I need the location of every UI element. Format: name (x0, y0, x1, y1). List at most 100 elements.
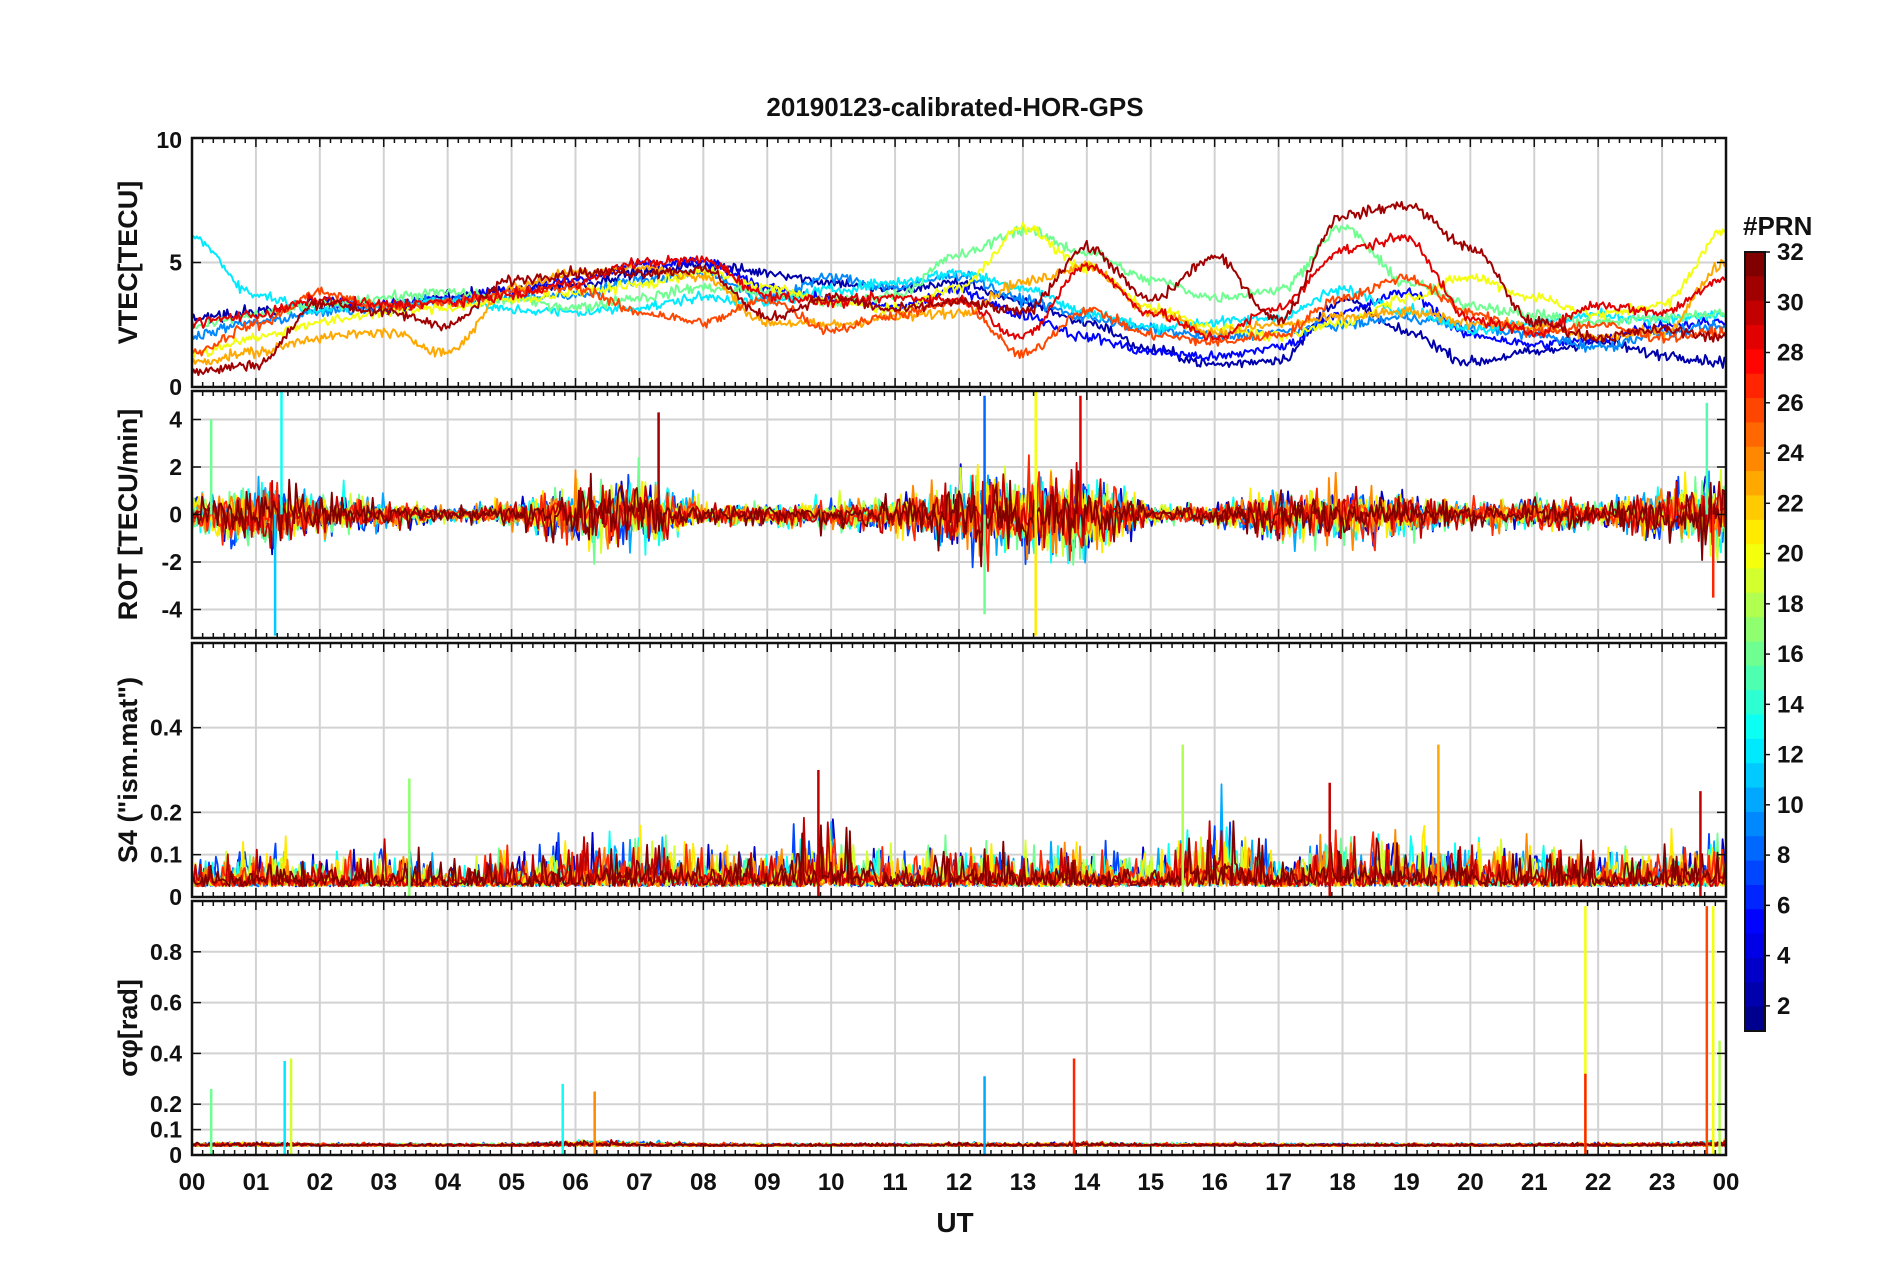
x-tick-label: 20 (1457, 1169, 1484, 1196)
colorbar-segment (1745, 884, 1765, 910)
colorbar-segment (1745, 398, 1765, 424)
series-line-prn29 (192, 232, 1726, 341)
y-tick-label: 0.2 (150, 1091, 182, 1117)
y-tick-label: 0.1 (150, 1117, 182, 1143)
series-line-prn32 (192, 820, 1726, 888)
colorbar-segment (1745, 252, 1765, 277)
x-axis-label: UT (936, 1207, 973, 1238)
colorbar-segment (1745, 787, 1765, 813)
x-tick-label: 17 (1265, 1169, 1292, 1196)
colorbar-tick-label: 22 (1777, 490, 1804, 517)
panel-s4: 0 0.1 0.2 0.4 S4 ("ism.mat") (113, 641, 1728, 910)
panel-rot: -4 -2 0 2 4 ROT [TECU/min] (113, 389, 1728, 640)
panel-data (192, 744, 1726, 897)
colorbar-tick-label: 18 (1777, 591, 1804, 618)
colorbar-segment (1745, 446, 1765, 472)
colorbar-segment (1745, 568, 1765, 594)
x-tick-label: 03 (370, 1169, 397, 1196)
colorbar-segment (1745, 617, 1765, 643)
x-tick-label: 15 (1137, 1169, 1164, 1196)
colorbar-segment (1745, 690, 1765, 716)
x-tick-label: 14 (1073, 1169, 1100, 1196)
colorbar-segment (1745, 325, 1765, 350)
colorbar-tick-label: 30 (1777, 289, 1804, 316)
panel-grid (192, 138, 1726, 387)
colorbar-tick-label: 32 (1777, 239, 1804, 266)
colorbar-segment (1745, 860, 1765, 886)
x-tick-label: 00 (1713, 1169, 1740, 1196)
colorbar-tick-label: 2 (1777, 993, 1790, 1020)
x-tick-label: 10 (818, 1169, 845, 1196)
colorbar-segment (1745, 300, 1765, 326)
y-axis-label: VTEC[TECU] (113, 181, 143, 345)
x-tick-label: 02 (306, 1169, 333, 1196)
x-tick-label: 12 (946, 1169, 973, 1196)
y-tick-label: 0 (169, 884, 182, 910)
y-tick-label: -4 (162, 597, 183, 623)
panel-data (192, 200, 1726, 377)
colorbar-segment (1745, 422, 1765, 448)
x-tick-label: 07 (626, 1169, 653, 1196)
series-line-prn31 (192, 200, 1726, 377)
x-tick-label: 09 (754, 1169, 781, 1196)
colorbar-segment (1745, 933, 1765, 959)
x-tick-label: 18 (1329, 1169, 1356, 1196)
x-tick-label: 08 (690, 1169, 717, 1196)
y-tick-label: 4 (169, 407, 182, 433)
colorbar-segment (1745, 471, 1765, 497)
colorbar-tick-label: 20 (1777, 541, 1804, 568)
y-tick-label: 0 (169, 502, 182, 528)
colorbar-segment (1745, 957, 1765, 983)
colorbar-segment (1745, 276, 1765, 302)
series-line-prn12 (192, 235, 1726, 336)
x-tick-label: 06 (562, 1169, 589, 1196)
series-line-prn20 (192, 221, 1726, 359)
colorbar-tick-label: 26 (1777, 390, 1804, 417)
x-tick-label: 05 (498, 1169, 525, 1196)
colorbar-tick-label: 28 (1777, 340, 1804, 367)
x-tick-label: 16 (1201, 1169, 1228, 1196)
series-line-prn24 (192, 828, 1726, 888)
colorbar: 32 30 28 26 24 22 20 18 16 14 12 10 8 6 4 2 #PRN (1743, 211, 1812, 1032)
y-axis-label: σφ[rad] (113, 979, 143, 1077)
series-line-prn32 (192, 1139, 1726, 1147)
x-tick-label: 04 (434, 1169, 461, 1196)
colorbar-tick-label: 6 (1777, 892, 1790, 919)
x-tick-label: 00 (179, 1169, 206, 1196)
colorbar-segment (1745, 592, 1765, 618)
y-tick-label: 0.8 (150, 939, 182, 965)
series-line-prn16 (192, 224, 1726, 330)
panel-grid (192, 901, 1726, 1155)
y-tick-label: 0 (169, 374, 182, 400)
x-tick-label: 22 (1585, 1169, 1612, 1196)
colorbar-segment (1745, 1006, 1765, 1032)
colorbar-segment (1745, 349, 1765, 375)
x-axis: 00 01 02 03 04 05 06 07 08 09 10 11 12 13 14 15 16 17 18 19… (179, 1169, 1740, 1196)
colorbar-tick-label: 4 (1777, 943, 1791, 970)
y-axis-label: S4 ("ism.mat") (113, 677, 143, 863)
colorbar-segment (1745, 544, 1765, 570)
y-tick-label: 0 (169, 1142, 182, 1168)
series-line-prn32 (192, 470, 1726, 568)
x-tick-label: 21 (1521, 1169, 1548, 1196)
y-tick-label: 0.1 (150, 842, 182, 868)
colorbar-title: #PRN (1743, 211, 1812, 241)
colorbar-segment (1745, 373, 1765, 399)
colorbar-tick-label: 16 (1777, 641, 1804, 668)
panel-ticks (191, 391, 1727, 638)
panel-data (192, 391, 1726, 636)
y-tick-label: 5 (169, 250, 182, 276)
colorbar-segment (1745, 738, 1765, 764)
panel-sigma_phi: 00.10.2 0.4 0.6 0.8 σφ[rad] (113, 899, 1728, 1168)
x-tick-label: 13 (1010, 1169, 1037, 1196)
colorbar-frame (1744, 251, 1766, 1032)
x-tick-label: 19 (1393, 1169, 1420, 1196)
x-tick-label: 23 (1649, 1169, 1676, 1196)
colorbar-segment (1745, 811, 1765, 837)
y-tick-label: 0.4 (150, 715, 182, 741)
colorbar-segment (1745, 982, 1765, 1008)
colorbar-tick-label: 8 (1777, 842, 1790, 869)
x-tick-label: 11 (882, 1169, 907, 1196)
chart-title: 20190123-calibrated-HOR-GPS (766, 92, 1143, 122)
